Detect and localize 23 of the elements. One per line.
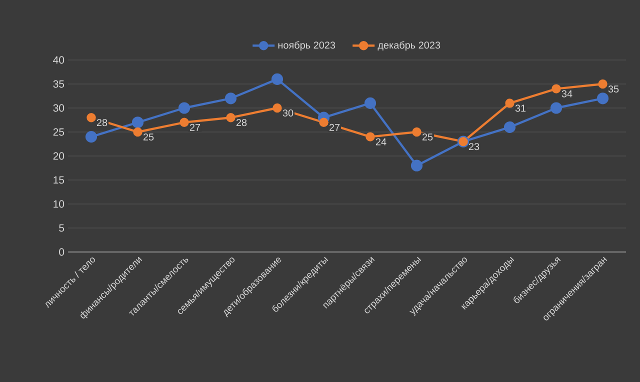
- y-tick-label: 15: [54, 176, 64, 184]
- y-tick-label: 30: [53, 104, 64, 112]
- data-label: 30: [282, 109, 294, 117]
- y-tick-label: 40: [53, 56, 64, 64]
- y-tick-label: 20: [53, 152, 64, 160]
- data-label: 24: [376, 138, 386, 146]
- legend-label: декабрь 2023: [378, 41, 440, 51]
- y-tick-label: 35: [53, 80, 64, 88]
- data-label: 25: [143, 133, 154, 141]
- data-label: 27: [190, 124, 200, 131]
- data-label: 31: [515, 104, 526, 112]
- data-label: 34: [562, 90, 572, 98]
- data-label: 23: [468, 143, 480, 150]
- y-tick-label: 10: [54, 200, 64, 208]
- data-label: 28: [96, 119, 108, 126]
- legend-label: ноябрь 2023: [278, 41, 336, 51]
- y-tick-label: 0: [59, 248, 64, 256]
- data-label: 25: [422, 133, 433, 141]
- y-tick-label: 25: [53, 128, 64, 136]
- data-label: 28: [236, 119, 247, 126]
- y-tick-label: 5: [59, 224, 64, 232]
- data-label: 27: [329, 124, 340, 131]
- data-label: 35: [608, 85, 619, 93]
